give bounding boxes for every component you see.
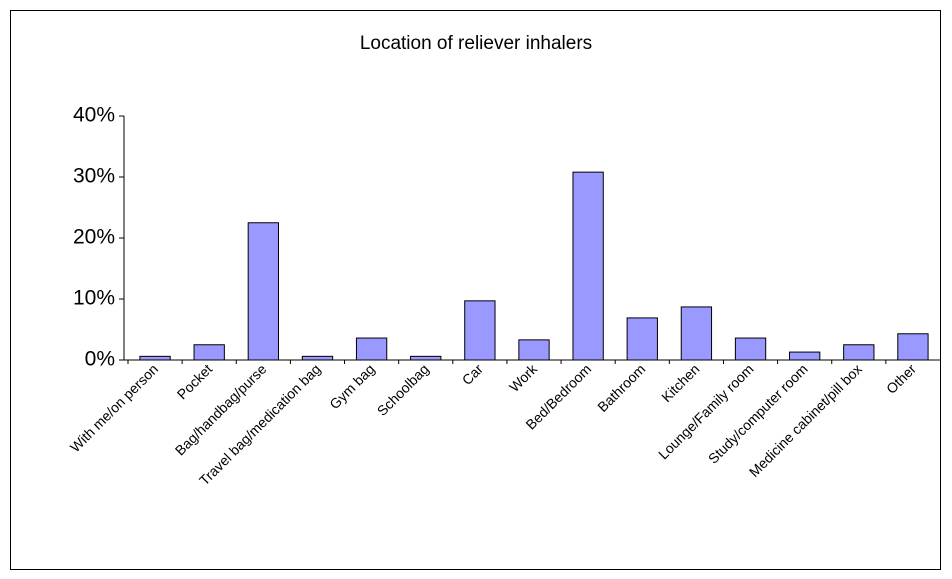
bar bbox=[626, 317, 658, 361]
y-tick-label: 10% bbox=[73, 287, 115, 310]
bar bbox=[464, 300, 496, 361]
chart-border bbox=[10, 10, 941, 570]
bar bbox=[843, 344, 875, 361]
bar bbox=[193, 344, 225, 361]
bar bbox=[518, 339, 550, 361]
bar bbox=[734, 337, 767, 361]
bar bbox=[301, 355, 334, 361]
bar bbox=[572, 171, 604, 361]
chart-title: Location of reliever inhalers bbox=[360, 33, 592, 54]
bar bbox=[680, 306, 713, 361]
y-tick-label: 0% bbox=[85, 348, 115, 371]
bar bbox=[139, 355, 171, 361]
bar bbox=[247, 222, 279, 361]
bar bbox=[789, 351, 821, 361]
bar bbox=[355, 337, 388, 361]
bar bbox=[897, 333, 929, 361]
y-tick-label: 20% bbox=[73, 226, 115, 249]
bar bbox=[410, 355, 442, 361]
y-tick-label: 40% bbox=[73, 104, 115, 127]
y-tick-label: 30% bbox=[73, 165, 115, 188]
